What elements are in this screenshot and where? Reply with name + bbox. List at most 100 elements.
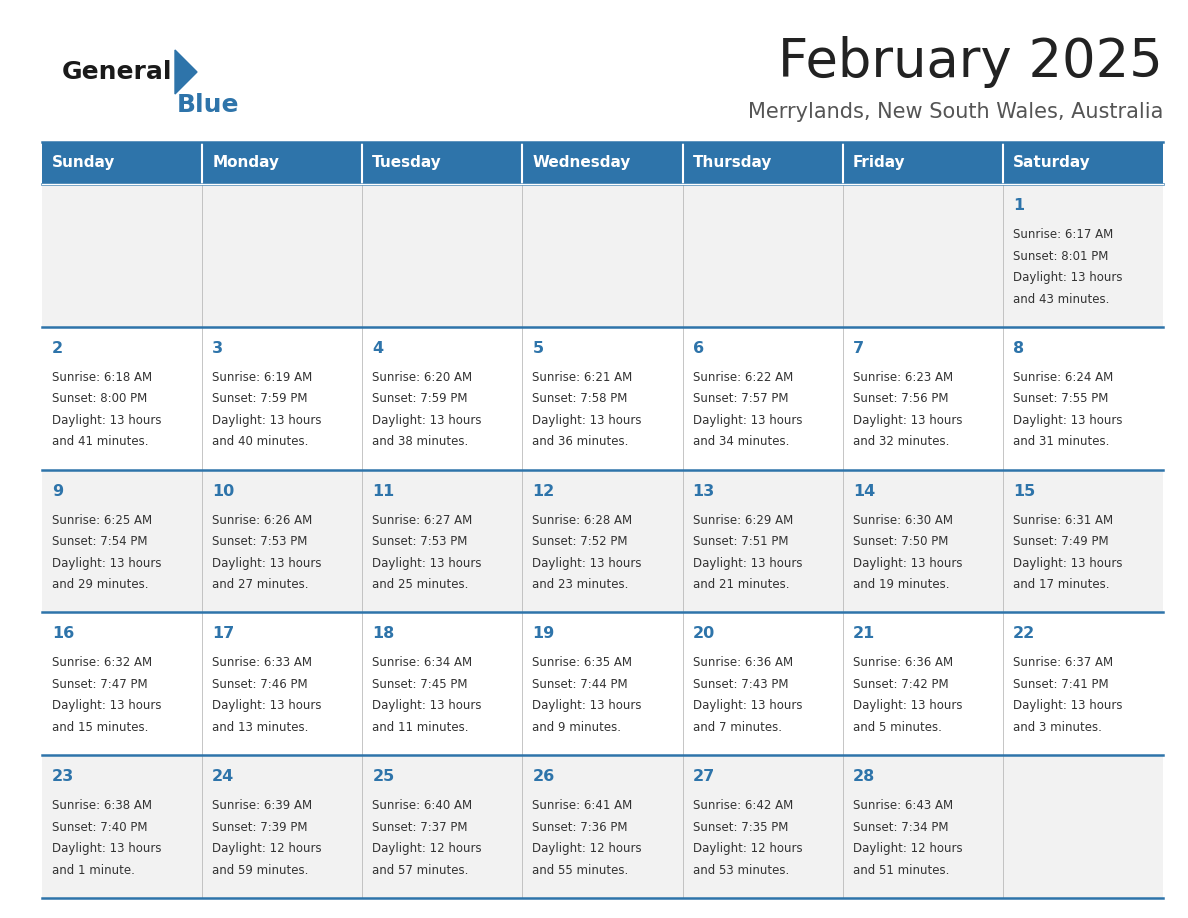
Text: Saturday: Saturday bbox=[1013, 155, 1091, 171]
Text: Sunrise: 6:36 AM: Sunrise: 6:36 AM bbox=[693, 656, 792, 669]
Text: Sunset: 7:46 PM: Sunset: 7:46 PM bbox=[213, 677, 308, 691]
Text: and 38 minutes.: and 38 minutes. bbox=[372, 435, 468, 448]
Text: Sunrise: 6:30 AM: Sunrise: 6:30 AM bbox=[853, 513, 953, 527]
Text: Daylight: 13 hours: Daylight: 13 hours bbox=[52, 414, 162, 427]
Text: 13: 13 bbox=[693, 484, 715, 498]
Text: 8: 8 bbox=[1013, 341, 1024, 356]
Text: Sunrise: 6:41 AM: Sunrise: 6:41 AM bbox=[532, 800, 633, 812]
Text: Daylight: 13 hours: Daylight: 13 hours bbox=[1013, 414, 1123, 427]
Text: Sunset: 7:39 PM: Sunset: 7:39 PM bbox=[213, 821, 308, 834]
Text: and 29 minutes.: and 29 minutes. bbox=[52, 578, 148, 591]
Text: 16: 16 bbox=[52, 626, 74, 642]
Text: Sunset: 7:45 PM: Sunset: 7:45 PM bbox=[372, 677, 468, 691]
Text: and 13 minutes.: and 13 minutes. bbox=[213, 721, 309, 733]
Text: Daylight: 13 hours: Daylight: 13 hours bbox=[532, 556, 642, 569]
Text: Daylight: 13 hours: Daylight: 13 hours bbox=[853, 700, 962, 712]
Text: and 1 minute.: and 1 minute. bbox=[52, 864, 135, 877]
Text: and 53 minutes.: and 53 minutes. bbox=[693, 864, 789, 877]
Text: 9: 9 bbox=[52, 484, 63, 498]
Text: Daylight: 13 hours: Daylight: 13 hours bbox=[853, 414, 962, 427]
Text: and 19 minutes.: and 19 minutes. bbox=[853, 578, 949, 591]
Text: and 5 minutes.: and 5 minutes. bbox=[853, 721, 942, 733]
Text: Sunrise: 6:42 AM: Sunrise: 6:42 AM bbox=[693, 800, 792, 812]
Text: Sunset: 7:58 PM: Sunset: 7:58 PM bbox=[532, 392, 627, 406]
Text: 12: 12 bbox=[532, 484, 555, 498]
Text: Sunset: 7:56 PM: Sunset: 7:56 PM bbox=[853, 392, 948, 406]
Text: Sunset: 8:00 PM: Sunset: 8:00 PM bbox=[52, 392, 147, 406]
Text: Daylight: 13 hours: Daylight: 13 hours bbox=[853, 556, 962, 569]
Bar bbox=[202, 142, 362, 184]
Text: Monday: Monday bbox=[213, 155, 279, 171]
Text: Sunrise: 6:25 AM: Sunrise: 6:25 AM bbox=[52, 513, 152, 527]
Text: and 59 minutes.: and 59 minutes. bbox=[213, 864, 309, 877]
Text: and 25 minutes.: and 25 minutes. bbox=[372, 578, 468, 591]
Text: 28: 28 bbox=[853, 769, 876, 784]
Text: and 27 minutes.: and 27 minutes. bbox=[213, 578, 309, 591]
Text: 1: 1 bbox=[1013, 198, 1024, 213]
Text: Sunrise: 6:33 AM: Sunrise: 6:33 AM bbox=[213, 656, 312, 669]
Text: and 21 minutes.: and 21 minutes. bbox=[693, 578, 789, 591]
Text: Daylight: 13 hours: Daylight: 13 hours bbox=[693, 700, 802, 712]
Text: 23: 23 bbox=[52, 769, 74, 784]
Text: Daylight: 13 hours: Daylight: 13 hours bbox=[1013, 556, 1123, 569]
Text: and 9 minutes.: and 9 minutes. bbox=[532, 721, 621, 733]
Text: 17: 17 bbox=[213, 626, 234, 642]
Text: Daylight: 13 hours: Daylight: 13 hours bbox=[693, 414, 802, 427]
Text: 25: 25 bbox=[372, 769, 394, 784]
Bar bbox=[683, 142, 842, 184]
Text: Daylight: 12 hours: Daylight: 12 hours bbox=[853, 842, 962, 856]
Text: Sunrise: 6:32 AM: Sunrise: 6:32 AM bbox=[52, 656, 152, 669]
Text: Sunset: 7:50 PM: Sunset: 7:50 PM bbox=[853, 535, 948, 548]
Text: Daylight: 13 hours: Daylight: 13 hours bbox=[213, 700, 322, 712]
Text: 24: 24 bbox=[213, 769, 234, 784]
Text: Daylight: 13 hours: Daylight: 13 hours bbox=[532, 700, 642, 712]
Text: Sunrise: 6:24 AM: Sunrise: 6:24 AM bbox=[1013, 371, 1113, 384]
Bar bbox=[523, 142, 683, 184]
Text: 3: 3 bbox=[213, 341, 223, 356]
Polygon shape bbox=[175, 50, 197, 94]
Text: Sunrise: 6:18 AM: Sunrise: 6:18 AM bbox=[52, 371, 152, 384]
Text: 2: 2 bbox=[52, 341, 63, 356]
Text: Daylight: 13 hours: Daylight: 13 hours bbox=[532, 414, 642, 427]
Text: and 15 minutes.: and 15 minutes. bbox=[52, 721, 148, 733]
Text: Sunset: 7:44 PM: Sunset: 7:44 PM bbox=[532, 677, 628, 691]
Text: Daylight: 13 hours: Daylight: 13 hours bbox=[52, 556, 162, 569]
Text: 14: 14 bbox=[853, 484, 876, 498]
Bar bbox=[42, 756, 1163, 898]
Text: Sunrise: 6:28 AM: Sunrise: 6:28 AM bbox=[532, 513, 632, 527]
Text: and 34 minutes.: and 34 minutes. bbox=[693, 435, 789, 448]
Text: Daylight: 12 hours: Daylight: 12 hours bbox=[372, 842, 482, 856]
Text: Sunrise: 6:40 AM: Sunrise: 6:40 AM bbox=[372, 800, 473, 812]
Text: and 51 minutes.: and 51 minutes. bbox=[853, 864, 949, 877]
Text: Daylight: 12 hours: Daylight: 12 hours bbox=[693, 842, 802, 856]
Text: 26: 26 bbox=[532, 769, 555, 784]
Text: Sunrise: 6:23 AM: Sunrise: 6:23 AM bbox=[853, 371, 953, 384]
Text: Sunrise: 6:26 AM: Sunrise: 6:26 AM bbox=[213, 513, 312, 527]
Text: and 23 minutes.: and 23 minutes. bbox=[532, 578, 628, 591]
Text: Daylight: 12 hours: Daylight: 12 hours bbox=[213, 842, 322, 856]
Bar bbox=[42, 327, 1163, 470]
Text: and 43 minutes.: and 43 minutes. bbox=[1013, 293, 1110, 306]
Text: Sunset: 7:35 PM: Sunset: 7:35 PM bbox=[693, 821, 788, 834]
Text: and 3 minutes.: and 3 minutes. bbox=[1013, 721, 1101, 733]
Text: Daylight: 13 hours: Daylight: 13 hours bbox=[1013, 700, 1123, 712]
Text: Sunrise: 6:19 AM: Sunrise: 6:19 AM bbox=[213, 371, 312, 384]
Text: Sunset: 7:41 PM: Sunset: 7:41 PM bbox=[1013, 677, 1108, 691]
Text: Sunset: 7:42 PM: Sunset: 7:42 PM bbox=[853, 677, 948, 691]
Text: Daylight: 13 hours: Daylight: 13 hours bbox=[213, 556, 322, 569]
Text: Sunset: 7:53 PM: Sunset: 7:53 PM bbox=[372, 535, 468, 548]
Text: 22: 22 bbox=[1013, 626, 1035, 642]
Text: Sunset: 7:43 PM: Sunset: 7:43 PM bbox=[693, 677, 788, 691]
Text: Sunrise: 6:35 AM: Sunrise: 6:35 AM bbox=[532, 656, 632, 669]
Text: Daylight: 13 hours: Daylight: 13 hours bbox=[372, 414, 482, 427]
Text: Sunrise: 6:29 AM: Sunrise: 6:29 AM bbox=[693, 513, 792, 527]
Bar bbox=[362, 142, 523, 184]
Text: and 31 minutes.: and 31 minutes. bbox=[1013, 435, 1110, 448]
Text: Sunset: 7:49 PM: Sunset: 7:49 PM bbox=[1013, 535, 1108, 548]
Text: and 55 minutes.: and 55 minutes. bbox=[532, 864, 628, 877]
Text: and 7 minutes.: and 7 minutes. bbox=[693, 721, 782, 733]
Text: Sunrise: 6:22 AM: Sunrise: 6:22 AM bbox=[693, 371, 792, 384]
Text: Sunset: 7:47 PM: Sunset: 7:47 PM bbox=[52, 677, 147, 691]
Bar bbox=[42, 470, 1163, 612]
Bar bbox=[42, 184, 1163, 327]
